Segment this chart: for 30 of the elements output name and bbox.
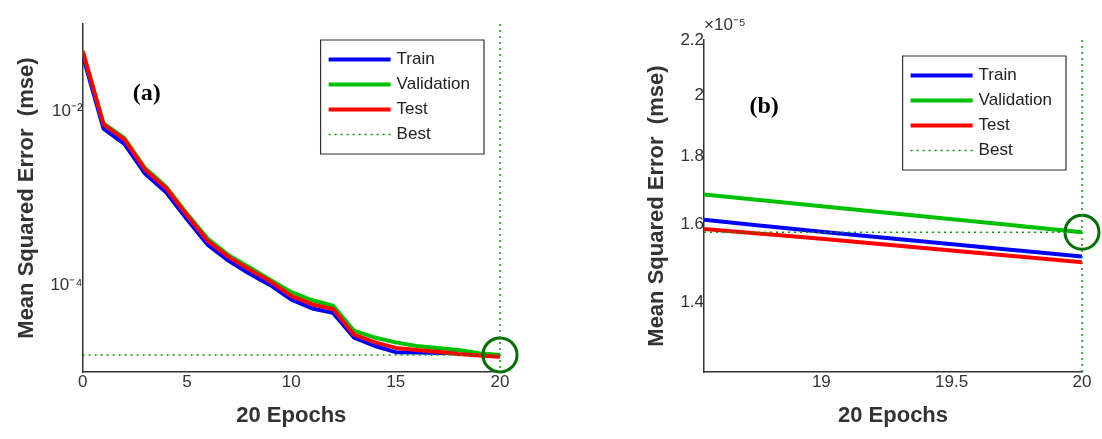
y-tick-label: 2 [694,84,705,104]
legend-label: Best [396,124,431,144]
x-tick-label: 15 [386,372,406,392]
x-tick-label: 10 [281,372,301,392]
x-tick-label: 5 [182,372,192,392]
text: ×10⁻⁵ [704,15,746,35]
y-tick-label: 10⁻⁴ [50,274,83,294]
y-axis-title: Mean Squared Error (mse) [13,57,39,339]
legend-label: Validation [396,74,470,94]
legend-label: Train [396,49,435,69]
y-tick-label: 2.2 [680,29,705,49]
y-axis-title: Mean Squared Error (mse) [643,65,669,347]
x-tick-label: 0 [77,372,88,392]
x-tick-label: 20 [1072,372,1092,392]
annotation: (b) [749,91,779,118]
x-tick-label: 20 [490,372,510,392]
annotation: (a) [132,78,161,105]
legend-label: Best [978,140,1013,160]
x-axis-title: 20 Epochs [236,401,347,427]
y-tick-label: 1.4 [680,291,705,311]
legend-label: Test [978,115,1011,135]
x-tick-label: 19.5 [935,372,969,392]
y-tick-label: 1.8 [680,145,705,165]
legend-label: Train [978,65,1017,85]
legend-label: Validation [978,90,1052,110]
x-tick-label: 19 [811,372,831,392]
x-axis-title: 20 Epochs [837,401,949,427]
y-tick-label: 10⁻² [52,100,83,120]
legend-label: Test [396,99,429,119]
y-tick-label: 1.6 [680,214,705,234]
